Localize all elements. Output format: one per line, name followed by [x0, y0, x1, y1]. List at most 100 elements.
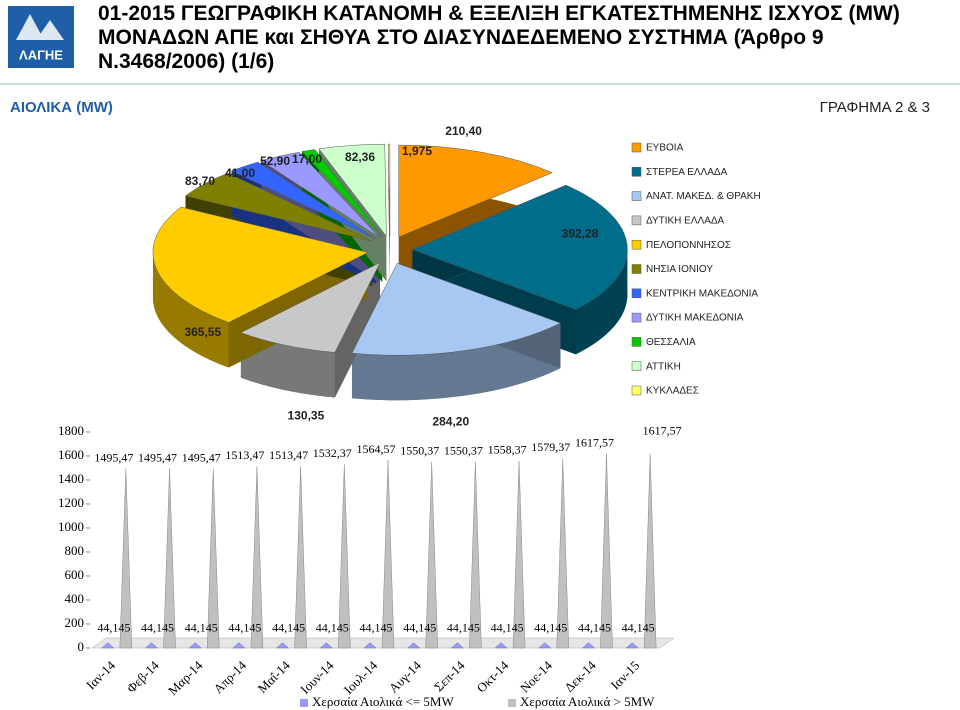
pie-side [575, 249, 628, 355]
legend-label: ΠΕΛΟΠΟΝΝΗΣΟΣ [646, 240, 731, 251]
data-label: 44,145 [447, 620, 480, 634]
section-title: ΑΙΟΛΙΚΑ (MW) [10, 99, 113, 116]
legend-label: ΣΤΕΡΕΑ ΕΛΛΑΔΑ [646, 167, 728, 178]
cone [494, 642, 508, 649]
legend-label: ΚΥΚΛΑΔΕΣ [646, 386, 699, 397]
legend-swatch [631, 215, 642, 226]
cone [538, 642, 552, 649]
legend-swatch [631, 385, 642, 396]
legend-swatch [631, 264, 642, 274]
data-label: 44,145 [228, 620, 261, 634]
cone [600, 453, 613, 649]
data-label: 365,55 [184, 325, 221, 339]
cone [581, 642, 596, 649]
legend-label: ΘΕΣΣΑΛΙΑ [646, 337, 696, 348]
data-label: 284,20 [432, 414, 469, 428]
cone [119, 468, 133, 649]
data-label: 1550,37 [400, 444, 439, 458]
data-label: 1564,57 [357, 442, 396, 456]
data-label: 52,90 [260, 154, 290, 168]
data-label: 44,145 [316, 620, 349, 634]
legend-swatch [631, 288, 642, 299]
legend-swatch [300, 699, 308, 707]
legend-swatch [631, 239, 642, 250]
data-label: 82,36 [345, 150, 375, 164]
pie-slice [398, 144, 553, 238]
legend-swatch [631, 167, 642, 177]
cone [625, 642, 639, 649]
x-tick-label: Αυγ-14 [386, 657, 424, 695]
y-tick-label: 1600 [58, 447, 84, 462]
data-label: 44,145 [534, 620, 567, 634]
legend-label: ΔΥΤΙΚΗ ΕΛΛΑΔΑ [646, 216, 725, 227]
data-label: 44,145 [622, 620, 655, 634]
data-label: 130,35 [288, 408, 325, 422]
data-label: 1579,37 [531, 440, 570, 454]
pie-wall [334, 262, 381, 398]
legend-label: ΝΗΣΙΑ ΙΟΝΙΟΥ [646, 264, 713, 275]
cone [469, 461, 482, 649]
x-tick-label: Ιαν-14 [83, 657, 118, 692]
legend-label: ΑΝΑΤ. ΜΑΚΕΔ. & ΘΡΑΚΗ [646, 191, 761, 202]
cone [250, 466, 264, 649]
legend-swatch [631, 191, 642, 201]
pie-slice [351, 262, 562, 356]
data-label: 83,70 [185, 174, 215, 188]
y-tick-label: 200 [65, 615, 85, 630]
x-tick-label: Μαρ-14 [165, 657, 206, 698]
cone [319, 642, 333, 649]
data-label: 210,40 [445, 124, 482, 138]
cone [294, 466, 307, 649]
cone [643, 453, 657, 649]
logo-text: ΛΑΓΗΕ [19, 47, 63, 62]
data-label: 44,145 [578, 620, 611, 634]
y-tick-label: 800 [65, 543, 85, 558]
legend-label: ΕΥΒΟΙΑ [646, 143, 684, 154]
pie-side [152, 252, 229, 368]
data-label: 1617,57 [575, 436, 614, 450]
pie-slice [260, 152, 380, 238]
legend-label: Χερσαία Αιολικά <= 5MW [312, 694, 454, 709]
pie-slice [388, 143, 391, 237]
page-title: 01-2015 ΓΕΩΓΡΑΦΙΚΗ ΚΑΤΑΝΟΜΗ & ΕΞΕΛΙΞΗ ΕΓ… [98, 2, 900, 73]
legend-label: ΔΥΤΙΚΗ ΜΑΚΕΔΟΝΙΑ [646, 313, 744, 324]
cone [450, 642, 465, 649]
data-label: 17,00 [292, 152, 322, 166]
data-label: 44,145 [272, 620, 305, 634]
data-label: 1558,37 [488, 443, 527, 457]
y-tick-label: 1200 [58, 495, 84, 510]
y-tick-label: 600 [65, 567, 85, 582]
data-label: 1550,37 [444, 444, 483, 458]
legend-swatch [631, 361, 642, 371]
y-tick-label: 1000 [58, 519, 84, 534]
cone [101, 642, 115, 649]
pie-slice [152, 206, 369, 323]
legend-swatch [631, 142, 642, 153]
y-tick-label: 0 [78, 639, 85, 654]
data-label: 44,145 [403, 620, 436, 634]
pie-slice [240, 261, 381, 353]
legend-label: ΚΕΝΤΡΙΚΗ ΜΑΚΕΔΟΝΙΑ [646, 288, 758, 299]
x-tick-label: Ιαν-15 [607, 658, 642, 693]
data-label: 1495,47 [138, 450, 177, 464]
data-label: 1532,37 [313, 446, 352, 460]
y-tick-label: 1400 [58, 471, 84, 486]
data-label: 1513,47 [225, 448, 264, 462]
cone [163, 468, 176, 649]
chart-ref: ΓΡΑΦΗΜΑ 2 & 3 [820, 99, 930, 116]
pie-slice [411, 184, 628, 310]
x-tick-label: Δεκ-14 [561, 657, 599, 695]
x-tick-label: Οκτ-14 [473, 657, 511, 695]
cone [232, 642, 246, 649]
legend-label: Χερσαία Αιολικά > 5MW [520, 694, 655, 709]
data-label: 44,145 [360, 620, 393, 634]
pie-slice [184, 172, 373, 242]
legend-swatch [508, 699, 516, 707]
x-tick-label: Ιουν-14 [297, 657, 337, 697]
legend-label: ΑΤΤΙΚΗ [646, 361, 681, 372]
y-tick-label: 1800 [58, 423, 84, 438]
data-label: 41,00 [225, 166, 255, 180]
pie-slice [318, 143, 387, 237]
